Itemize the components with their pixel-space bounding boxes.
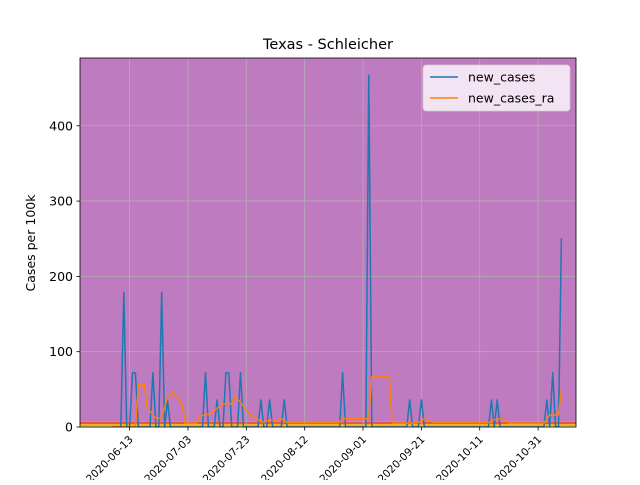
y-tick-label: 200 <box>49 269 73 284</box>
x-tick-label: 2020-06-13 <box>84 434 136 480</box>
series-line-new_cases_ra <box>112 375 563 427</box>
plot-frame <box>79 57 577 428</box>
x-tick-label: 2020-10-11 <box>434 434 486 480</box>
legend-box <box>422 64 571 112</box>
series-line-new_cases <box>112 74 563 427</box>
x-tick-label: 2020-08-12 <box>259 434 311 480</box>
chart-title: Texas - Schleicher <box>262 37 393 53</box>
y-tick-label: 400 <box>49 118 73 133</box>
legend-entry-label: new_cases <box>468 70 535 85</box>
legend: new_cases new_cases_ra <box>422 64 571 112</box>
y-axis-label: Cases per 100k <box>23 194 38 292</box>
y-tick-label: 100 <box>49 344 73 359</box>
x-tick-label: 2020-10-31 <box>493 434 545 480</box>
background-band <box>80 423 576 427</box>
legend-entry-label: new_cases_ra <box>468 91 554 106</box>
x-tick-label: 2020-07-23 <box>201 434 253 480</box>
y-tick-label: 300 <box>49 194 73 209</box>
background-band <box>80 58 576 422</box>
x-tick-label: 2020-09-01 <box>317 434 369 480</box>
x-tick-label: 2020-07-03 <box>142 434 194 480</box>
x-tick-label: 2020-09-21 <box>376 434 428 480</box>
y-tick-label: 0 <box>65 420 73 435</box>
